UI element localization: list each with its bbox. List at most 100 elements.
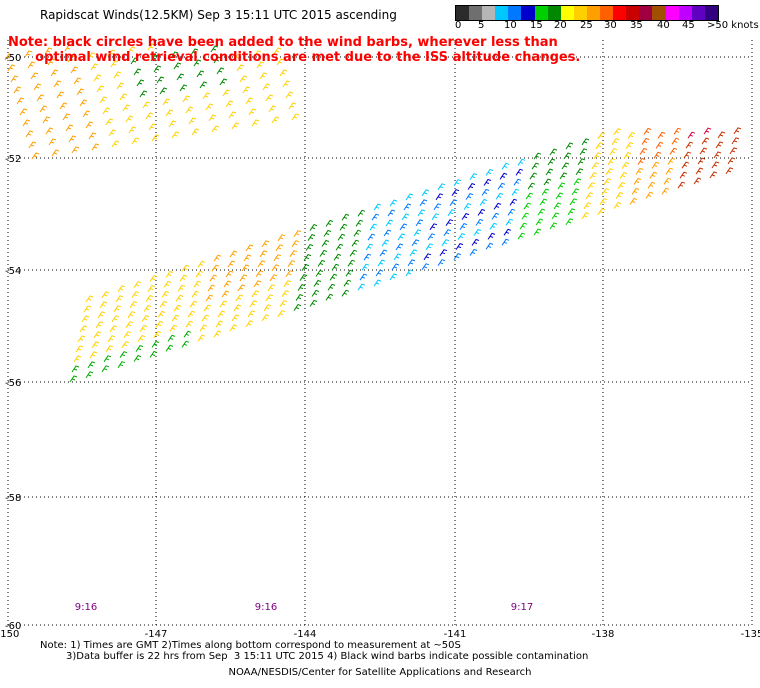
wind-barb bbox=[268, 105, 277, 113]
wind-barb bbox=[469, 173, 478, 180]
wind-barb bbox=[147, 285, 156, 292]
wind-barb bbox=[242, 86, 251, 94]
wind-barb bbox=[219, 300, 228, 308]
wind-barb bbox=[153, 330, 162, 338]
wind-barb bbox=[273, 254, 282, 262]
wind-barb bbox=[443, 229, 452, 236]
wind-barb bbox=[281, 290, 290, 297]
wind-barb bbox=[288, 102, 297, 110]
wind-barb bbox=[149, 275, 158, 282]
wind-barb bbox=[475, 218, 484, 226]
wind-barb bbox=[239, 274, 248, 282]
wind-barb bbox=[131, 291, 140, 298]
wind-barb bbox=[245, 97, 254, 105]
legend-swatch bbox=[534, 6, 548, 20]
wind-barb bbox=[695, 167, 704, 175]
wind-barb bbox=[595, 142, 604, 150]
wind-barb bbox=[221, 290, 230, 298]
wind-barb bbox=[105, 345, 114, 353]
wind-barb bbox=[239, 75, 248, 83]
wind-barb bbox=[397, 233, 406, 241]
wind-barb bbox=[88, 132, 97, 140]
legend-swatch bbox=[469, 6, 483, 20]
lon-tick-label: -138 bbox=[592, 629, 615, 640]
wind-barb bbox=[93, 74, 102, 82]
wind-barb bbox=[197, 334, 206, 342]
wind-barb bbox=[375, 269, 384, 277]
wind-barb-layer bbox=[4, 43, 742, 383]
wind-barb bbox=[282, 80, 291, 88]
legend-swatch bbox=[639, 6, 653, 20]
wind-barb bbox=[273, 47, 282, 55]
wind-barb bbox=[107, 49, 116, 57]
wind-barb bbox=[16, 97, 25, 105]
wind-barb bbox=[455, 243, 464, 250]
wind-barb bbox=[549, 148, 558, 156]
wind-barb bbox=[48, 138, 57, 146]
wind-barb bbox=[703, 127, 712, 135]
wind-barb bbox=[231, 314, 240, 322]
wind-barb bbox=[185, 106, 194, 114]
wind-barb bbox=[527, 182, 536, 190]
wind-barb bbox=[291, 113, 300, 121]
wind-barb bbox=[613, 128, 622, 135]
wind-barb bbox=[159, 87, 168, 95]
wind-barb bbox=[277, 234, 286, 242]
wind-barb bbox=[19, 108, 28, 116]
wind-barb bbox=[427, 233, 436, 241]
wind-barb bbox=[76, 88, 85, 96]
wind-barb bbox=[233, 304, 242, 312]
wind-barb bbox=[387, 209, 396, 217]
wind-barb bbox=[457, 233, 466, 240]
wind-barb bbox=[363, 253, 372, 261]
wind-barb bbox=[445, 219, 454, 226]
wind-barb bbox=[517, 232, 526, 240]
wind-barb bbox=[259, 250, 268, 258]
wind-barb bbox=[567, 208, 576, 216]
wind-barb bbox=[197, 260, 206, 268]
wind-barb bbox=[727, 157, 736, 165]
wind-barb bbox=[533, 228, 542, 236]
wind-barb bbox=[213, 56, 222, 64]
wind-barb bbox=[253, 50, 262, 58]
wind-barb bbox=[683, 151, 692, 159]
wind-barb bbox=[236, 64, 245, 72]
wind-barb bbox=[407, 259, 416, 267]
wind-barb bbox=[331, 263, 340, 271]
wind-barb bbox=[645, 191, 654, 199]
legend-swatch bbox=[678, 6, 692, 20]
wind-barb bbox=[551, 212, 560, 220]
wind-barb bbox=[116, 82, 125, 90]
wind-barb bbox=[465, 193, 474, 200]
wind-barb bbox=[263, 304, 272, 312]
legend-label: 0 bbox=[455, 20, 462, 31]
wind-barb bbox=[193, 280, 202, 288]
wind-barb bbox=[176, 73, 185, 81]
wind-barb bbox=[261, 240, 270, 248]
wind-barb bbox=[731, 137, 740, 145]
wind-barb bbox=[251, 290, 260, 298]
wind-barb bbox=[597, 132, 606, 140]
wind-barb bbox=[433, 203, 442, 211]
wind-barb bbox=[165, 109, 174, 117]
wind-barb bbox=[429, 223, 438, 231]
wind-barb bbox=[471, 238, 480, 246]
wind-barb bbox=[355, 219, 364, 227]
wind-barb bbox=[247, 310, 256, 318]
legend-swatch bbox=[495, 6, 509, 20]
wind-barb bbox=[641, 137, 650, 145]
wind-barb bbox=[101, 365, 110, 373]
wind-barb bbox=[193, 59, 202, 67]
wind-barb bbox=[229, 250, 238, 258]
wind-barb bbox=[30, 72, 39, 80]
wind-barb bbox=[87, 361, 96, 369]
wind-barb bbox=[217, 310, 226, 318]
wind-barb bbox=[517, 158, 526, 166]
wind-barb bbox=[487, 232, 496, 240]
wind-barb bbox=[421, 263, 430, 271]
wind-barb bbox=[509, 198, 518, 206]
wind-barb bbox=[373, 279, 382, 287]
wind-barb bbox=[685, 141, 694, 149]
wind-barb bbox=[249, 300, 258, 308]
